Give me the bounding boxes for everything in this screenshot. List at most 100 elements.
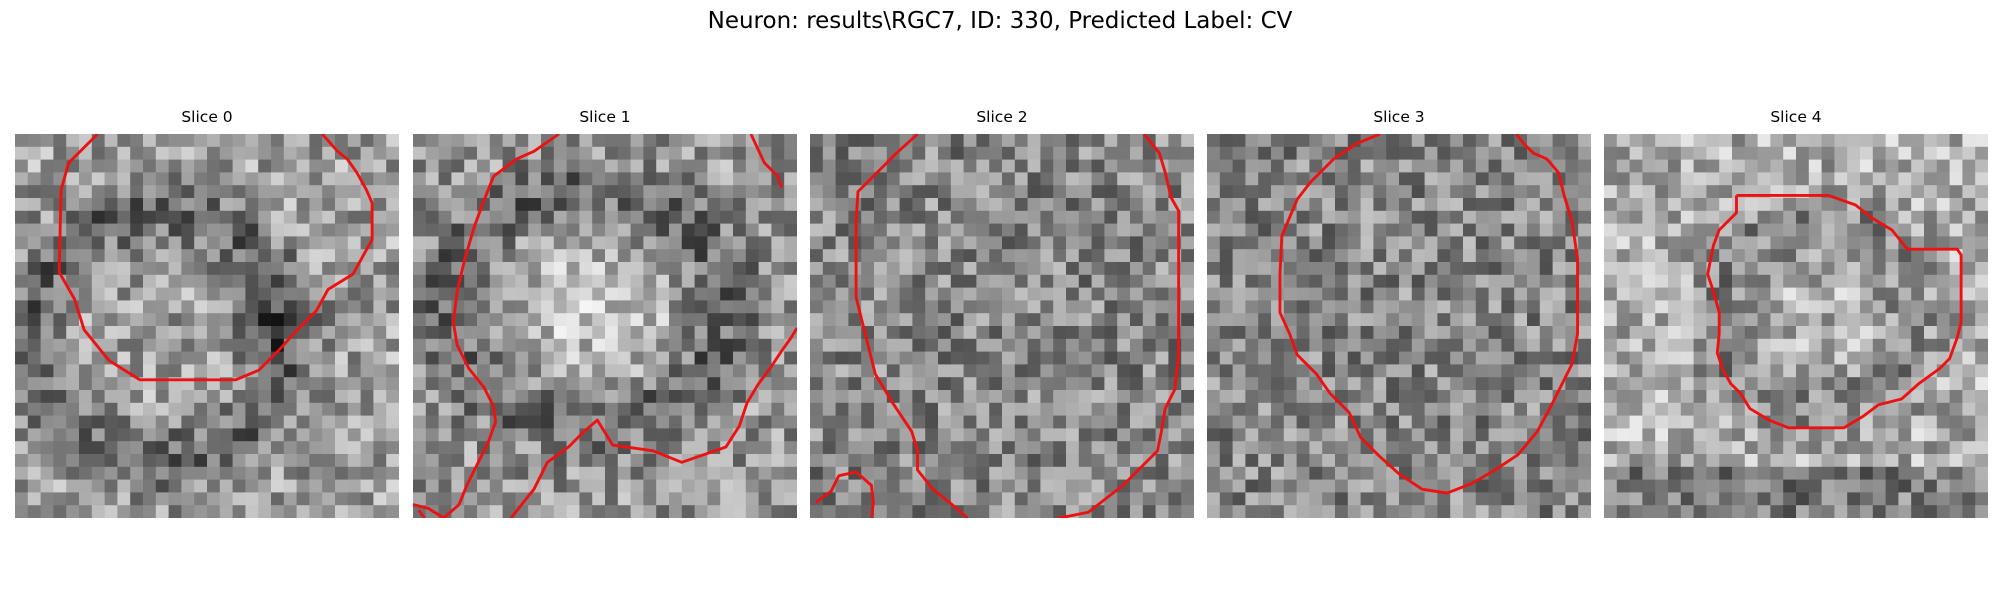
- pixel-cell: [386, 402, 399, 416]
- pixel-cell: [707, 134, 721, 148]
- pixel-cell: [1155, 236, 1169, 250]
- pixel-cell: [143, 146, 157, 160]
- pixel-cell: [232, 505, 246, 518]
- pixel-cell: [1885, 492, 1899, 506]
- pixel-cell: [1975, 377, 1988, 391]
- pixel-cell: [245, 326, 259, 340]
- pixel-cell: [373, 390, 387, 404]
- pixel-cell: [1002, 390, 1016, 404]
- pixel-cell: [1155, 313, 1169, 327]
- pixel-cell: [1949, 287, 1963, 301]
- pixel-cell: [1924, 223, 1938, 237]
- pixel-cell: [219, 466, 233, 480]
- pixel-cell: [1539, 441, 1553, 455]
- pixel-cell: [1680, 454, 1694, 468]
- pixel-cell: [245, 377, 259, 391]
- pixel-cell: [386, 338, 399, 352]
- pixel-cell: [950, 402, 964, 416]
- pixel-cell: [66, 198, 80, 212]
- pixel-cell: [168, 454, 182, 468]
- pixel-cell: [335, 287, 349, 301]
- pixel-cell: [283, 198, 297, 212]
- pixel-cell: [592, 146, 606, 160]
- pixel-cell: [1296, 172, 1310, 186]
- pixel-cell: [605, 377, 619, 391]
- pixel-cell: [155, 287, 169, 301]
- pixel-cell: [1104, 505, 1118, 518]
- pixel-cell: [1411, 377, 1425, 391]
- pixel-cell: [360, 441, 374, 455]
- pixel-cell: [1911, 210, 1925, 224]
- pixel-cell: [1296, 262, 1310, 276]
- pixel-cell: [143, 454, 157, 468]
- pixel-cell: [1527, 172, 1541, 186]
- pixel-cell: [1872, 262, 1886, 276]
- pixel-cell: [1821, 262, 1835, 276]
- pixel-cell: [413, 479, 427, 493]
- pixel-cell: [1668, 505, 1682, 518]
- slice-panel-4: Slice 4: [1604, 108, 1988, 518]
- pixel-cell: [1207, 466, 1221, 480]
- pixel-cell: [258, 185, 272, 199]
- pixel-cell: [822, 159, 836, 173]
- pixel-cell: [617, 236, 631, 250]
- pixel-cell: [605, 492, 619, 506]
- pixel-cell: [1437, 210, 1451, 224]
- pixel-cell: [1578, 146, 1591, 160]
- pixel-cell: [1219, 505, 1233, 518]
- pixel-cell: [1424, 185, 1438, 199]
- pixel-cell: [643, 287, 657, 301]
- pixel-cell: [207, 415, 221, 429]
- pixel-cell: [232, 466, 246, 480]
- pixel-cell: [1949, 185, 1963, 199]
- pixel-cell: [579, 351, 593, 365]
- pixel-cell: [720, 300, 734, 314]
- pixel-cell: [1450, 134, 1464, 148]
- pixel-cell: [386, 198, 399, 212]
- pixel-cell: [130, 492, 144, 506]
- pixel-cell: [1360, 402, 1374, 416]
- pixel-cell: [1732, 300, 1746, 314]
- pixel-cell: [1604, 351, 1618, 365]
- pixel-cell: [1168, 146, 1182, 160]
- pixel-cell: [1604, 249, 1618, 263]
- pixel-cell: [989, 146, 1003, 160]
- pixel-cell: [733, 441, 747, 455]
- pixel-cell: [1629, 466, 1643, 480]
- pixel-cell: [143, 236, 157, 250]
- pixel-cell: [1309, 210, 1323, 224]
- pixel-cell: [1437, 236, 1451, 250]
- pixel-cell: [425, 466, 439, 480]
- pixel-cell: [91, 377, 105, 391]
- pixel-cell: [258, 441, 272, 455]
- pixel-cell: [322, 172, 336, 186]
- pixel-cell: [758, 210, 772, 224]
- pixel-cell: [976, 338, 990, 352]
- pixel-cell: [258, 492, 272, 506]
- slice-title: Slice 1: [579, 108, 631, 126]
- pixel-cell: [1335, 326, 1349, 340]
- pixel-cell: [707, 146, 721, 160]
- pixel-cell: [1936, 466, 1950, 480]
- pixel-cell: [1245, 479, 1259, 493]
- pixel-cell: [1283, 479, 1297, 493]
- pixel-cell: [66, 390, 80, 404]
- pixel-cell: [1283, 377, 1297, 391]
- pixel-cell: [1450, 492, 1464, 506]
- pixel-cell: [669, 415, 683, 429]
- pixel-cell: [1642, 198, 1656, 212]
- pixel-cell: [1117, 249, 1131, 263]
- pixel-cell: [566, 146, 580, 160]
- pixel-cell: [656, 146, 670, 160]
- pixel-cell: [566, 287, 580, 301]
- pixel-cell: [1719, 313, 1733, 327]
- pixel-cell: [605, 364, 619, 378]
- pixel-cell: [1424, 466, 1438, 480]
- pixel-cell: [155, 146, 169, 160]
- pixel-cell: [373, 313, 387, 327]
- pixel-cell: [1962, 236, 1976, 250]
- pixel-cell: [630, 415, 644, 429]
- pixel-cell: [1847, 313, 1861, 327]
- pixel-cell: [886, 159, 900, 173]
- pixel-cell: [1309, 505, 1323, 518]
